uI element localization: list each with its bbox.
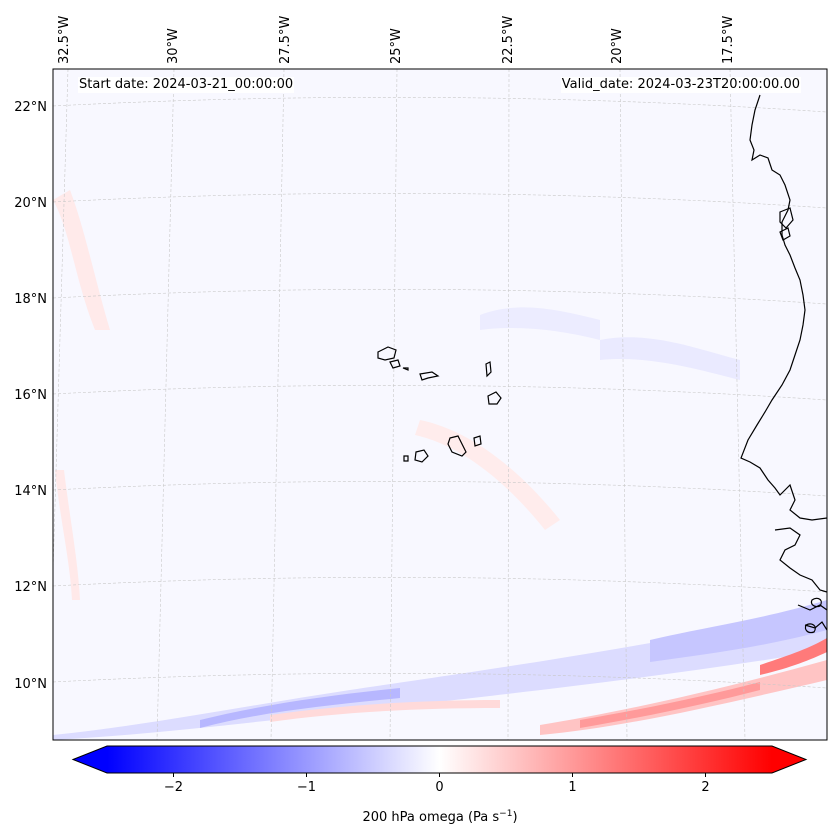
blue-patch-1	[480, 307, 600, 340]
colorbar-label: 200 hPa omega (Pa s−1)	[362, 809, 517, 825]
island-santo-antao	[377, 346, 397, 361]
colorbar-label-close: )	[512, 810, 517, 825]
lon-label: 27.5°W	[278, 16, 293, 64]
island-maio	[473, 435, 482, 447]
lon-label: 25°W	[389, 28, 404, 64]
colorbar-outline	[71, 745, 808, 774]
colorbar-label-sup: −1	[499, 809, 512, 819]
colorbar-tick-label: 1	[568, 780, 576, 795]
lat-label: 22°N	[14, 100, 47, 115]
lon-label: 20°W	[610, 28, 625, 64]
coast-segment-2	[774, 527, 827, 593]
parallel-12n	[53, 577, 827, 593]
island-brava	[403, 455, 409, 462]
valid-date-label: Valid_date: 2024-03-23T20:00:00.00	[560, 77, 801, 93]
colorbar-tick-label: −2	[164, 780, 183, 795]
coast-segment-3	[797, 604, 827, 631]
lat-label: 18°N	[14, 292, 47, 307]
island-santa-luzia	[402, 367, 409, 371]
lat-label: 12°N	[14, 580, 47, 595]
african-coastline	[740, 94, 827, 521]
blue-band-east	[650, 600, 827, 662]
meridian-20w	[619, 69, 628, 740]
lon-tick-labels: 32.5°W 30°W 27.5°W 25°W 22.5°W 20°W 17.5…	[57, 16, 736, 64]
parallel-10n	[53, 673, 827, 689]
island-boa-vista	[487, 391, 502, 405]
canary-island-2	[779, 227, 791, 241]
red-band-south-core	[580, 682, 760, 728]
colorbar-extend-high	[772, 746, 806, 773]
red-streak-coast	[760, 638, 827, 675]
island-sao-vicente	[389, 359, 401, 369]
colorbar-body	[107, 746, 772, 773]
lat-label: 14°N	[14, 484, 47, 499]
lat-label: 10°N	[14, 677, 47, 692]
island-santiago	[447, 435, 467, 457]
meridian-17-5w	[729, 69, 746, 740]
colorbar-tick-label: 0	[435, 780, 443, 795]
lon-label: 22.5°W	[501, 16, 516, 64]
pink-band-west-2	[55, 470, 80, 600]
colorbar-label-text: 200 hPa omega (Pa s	[362, 810, 499, 825]
colorbar-tick-label: −1	[297, 780, 316, 795]
meridian-25w	[389, 69, 398, 740]
island-sal	[485, 361, 492, 378]
pink-band-south	[270, 700, 500, 722]
parallel-18n	[53, 289, 827, 305]
meridian-22-5w	[507, 69, 510, 740]
meridian-32-5w	[53, 69, 69, 583]
colorbar-tick-label: 2	[701, 780, 709, 795]
colorbar: −2 −1 0 1 2 200 hPa omega (Pa s−1)	[71, 745, 808, 825]
graticule	[53, 69, 827, 740]
meridian-27-5w	[270, 69, 285, 740]
parallel-22n	[53, 97, 827, 113]
bijagos-islands	[804, 597, 822, 634]
island-sao-nicolau	[419, 371, 440, 381]
omega-field	[53, 69, 827, 740]
coastlines	[740, 94, 827, 634]
lat-tick-labels: 22°N 20°N 18°N 16°N 14°N 12°N 10°N	[14, 100, 47, 692]
island-fogo	[414, 449, 429, 463]
map-frame	[52, 68, 828, 741]
start-date-label: Start date: 2024-03-21_00:00:00	[78, 77, 295, 93]
parallel-16n	[53, 385, 827, 401]
blue-patch-2	[600, 337, 740, 380]
canary-island-1	[779, 207, 794, 229]
lat-label: 20°N	[14, 196, 47, 211]
parallel-20n	[53, 193, 827, 209]
lon-label: 17.5°W	[721, 16, 736, 64]
pink-band-west	[53, 190, 110, 330]
blue-band-south-core	[200, 688, 400, 728]
blue-band-south	[53, 610, 827, 740]
cape-verde-islands	[377, 346, 502, 463]
meridian-30w	[156, 69, 175, 740]
parallel-14n	[53, 481, 827, 497]
lon-label: 30°W	[166, 28, 181, 64]
lat-label: 16°N	[14, 388, 47, 403]
pink-patch-1	[415, 420, 560, 530]
colorbar-extend-low	[73, 746, 107, 773]
lon-label: 32.5°W	[57, 16, 72, 64]
colorbar-ticks: −2 −1 0 1 2	[164, 773, 710, 795]
